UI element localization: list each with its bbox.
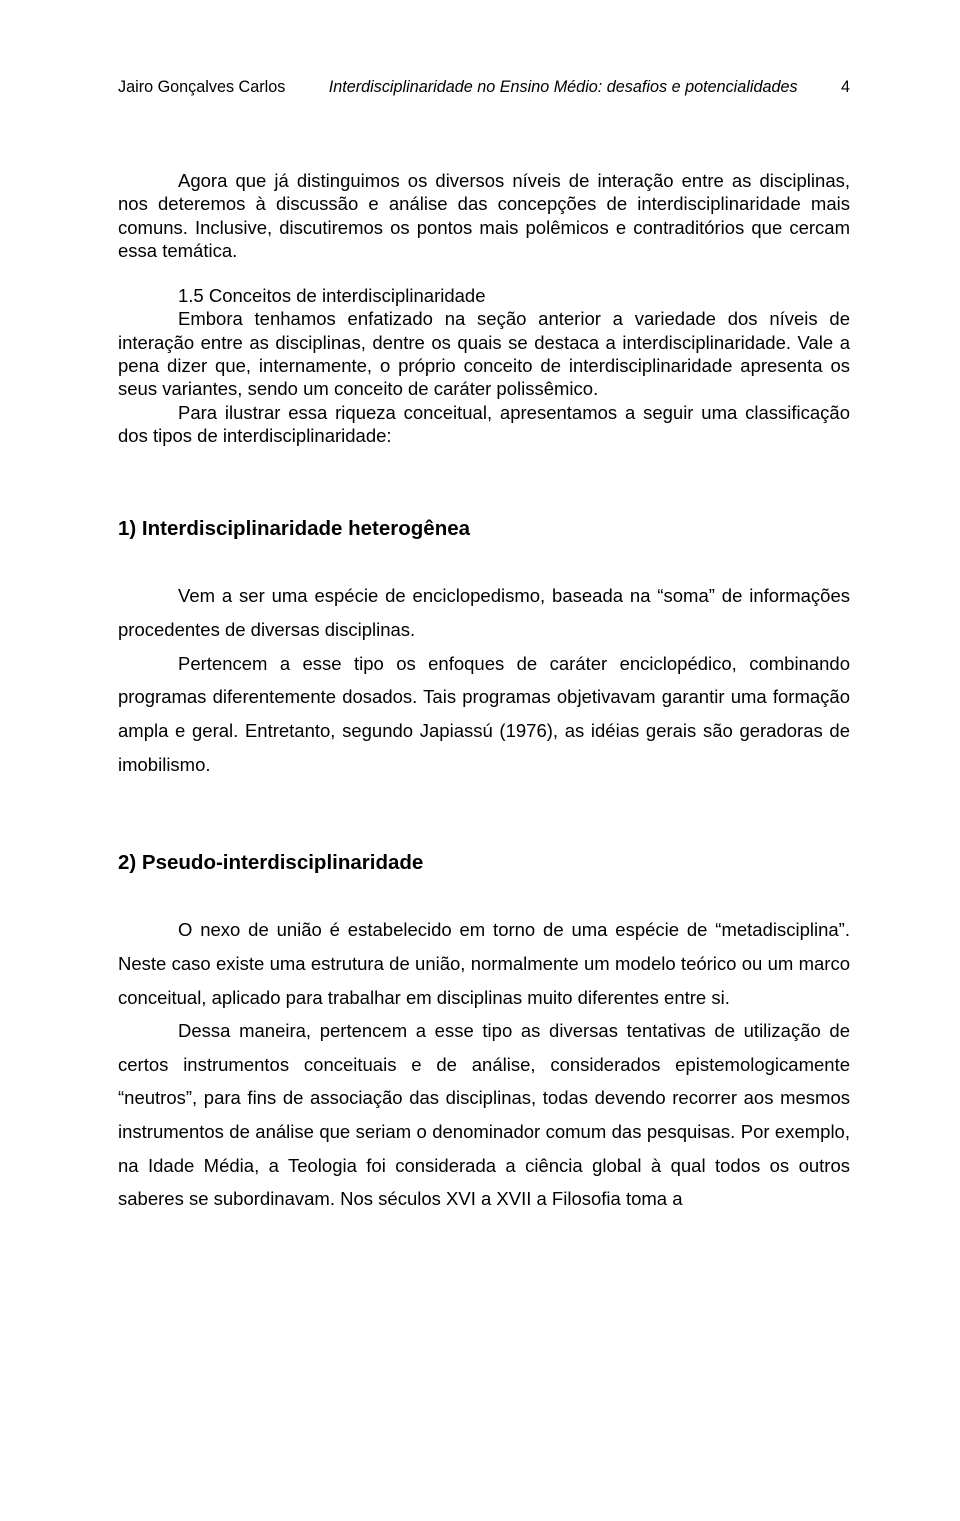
page-header: Jairo Gonçalves Carlos Interdisciplinari… <box>118 78 850 97</box>
header-page-number: 4 <box>841 78 850 97</box>
type1-title: 1) Interdisciplinaridade heterogênea <box>118 517 850 541</box>
header-author: Jairo Gonçalves Carlos <box>118 78 285 97</box>
sec15-paragraph-1: Embora tenhamos enfatizado na seção ante… <box>118 307 850 400</box>
type2-title: 2) Pseudo-interdisciplinaridade <box>118 851 850 875</box>
type1-paragraph-1: Vem a ser uma espécie de enciclopedismo,… <box>118 579 850 646</box>
type2-paragraph-1: O nexo de união é estabelecido em torno … <box>118 913 850 1014</box>
type2-paragraph-2: Dessa maneira, pertencem a esse tipo as … <box>118 1014 850 1216</box>
intro-paragraph: Agora que já distinguimos os diversos ní… <box>118 169 850 262</box>
sec15-paragraph-2: Para ilustrar essa riqueza conceitual, a… <box>118 401 850 448</box>
sec15-heading-line: 1.5 Conceitos de interdisciplinaridade <box>118 284 850 307</box>
type1-paragraph-2: Pertencem a esse tipo os enfoques de car… <box>118 647 850 782</box>
header-title: Interdisciplinaridade no Ensino Médio: d… <box>329 78 798 97</box>
